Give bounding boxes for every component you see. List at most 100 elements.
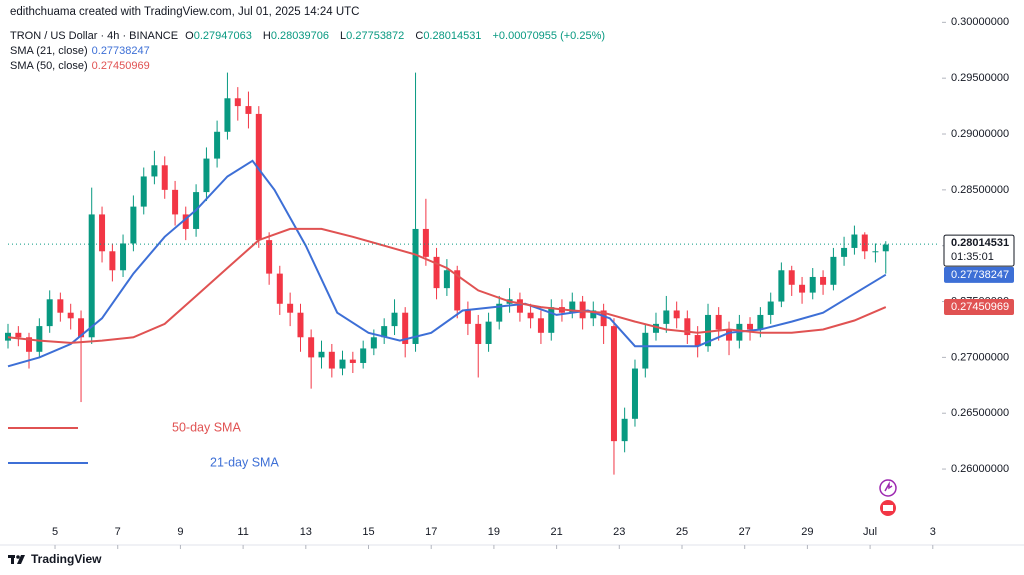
- y-tick-label: 0.27000000: [951, 351, 1009, 363]
- candle-body: [391, 312, 398, 327]
- candle-body: [287, 303, 294, 313]
- candle-body: [57, 299, 64, 313]
- candle-body: [757, 314, 764, 330]
- candle-body: [496, 303, 503, 322]
- candle-body: [464, 310, 471, 324]
- candle-body: [276, 273, 283, 304]
- x-tick-label: 13: [300, 526, 312, 538]
- ohlc-label: L: [340, 30, 347, 42]
- candle-body: [349, 359, 356, 363]
- indicator: SMA (50, close) 0.27450969: [10, 60, 154, 72]
- candle-body: [485, 321, 492, 344]
- candle-body: [99, 214, 106, 252]
- candle-body: [234, 98, 241, 107]
- candle-body: [631, 368, 638, 419]
- indicator-name: SMA (21, close): [10, 45, 88, 57]
- candle-body: [266, 240, 273, 274]
- candle-body: [140, 176, 147, 207]
- candle-body: [308, 337, 315, 358]
- candle-body: [5, 332, 11, 341]
- x-tick-label: 7: [115, 526, 121, 538]
- candle-body: [882, 244, 889, 252]
- x-tick-label: 19: [488, 526, 500, 538]
- candle-body: [663, 310, 670, 324]
- ohlc-value: 0.27753872: [346, 30, 405, 42]
- x-tick-label: 3: [930, 526, 936, 538]
- ohlc-label: O: [185, 30, 194, 42]
- icon: [883, 505, 893, 511]
- candle-body: [652, 323, 659, 333]
- indicator: SMA (21, close) 0.27738247: [10, 45, 154, 57]
- candle-body: [443, 270, 450, 289]
- x-tick-label: 15: [362, 526, 374, 538]
- candle-body: [130, 206, 137, 244]
- candle-body: [328, 351, 335, 369]
- change: +0.00070955 (+0.25%): [492, 30, 606, 42]
- candle-body: [861, 234, 868, 252]
- candle-body: [579, 301, 586, 319]
- candle-body: [422, 228, 429, 257]
- y-tick-label: 0.28500000: [951, 184, 1009, 196]
- sma-price-label: 0.27738247: [951, 269, 1009, 281]
- candle-body: [767, 301, 774, 315]
- candle-body: [621, 418, 628, 442]
- candle-body: [120, 243, 127, 271]
- candle-body: [67, 312, 74, 319]
- candle-body: [642, 332, 649, 369]
- candle-body: [516, 299, 523, 313]
- x-tick-label: 23: [613, 526, 625, 538]
- ohlc-value: 0.27947063: [193, 30, 252, 42]
- candle-body: [214, 131, 221, 159]
- ohlc-label: H: [262, 30, 271, 42]
- candle-body: [454, 270, 461, 311]
- candle-body: [370, 337, 377, 349]
- countdown-label: 01:35:01: [951, 251, 994, 263]
- indicator-value: 0.27450969: [91, 60, 150, 72]
- candle-body: [78, 318, 85, 338]
- ohlc-label: C: [415, 30, 424, 42]
- footer-text: TradingView: [31, 552, 102, 566]
- symbol: TRON / US Dollar · 4h · BINANCE: [10, 30, 179, 42]
- candle-body: [820, 276, 827, 285]
- candle-body: [297, 312, 304, 338]
- candle-body: [318, 351, 325, 358]
- candle-body: [548, 307, 555, 333]
- candle-body: [151, 165, 158, 177]
- candle-body: [610, 326, 617, 442]
- ohlc: H0.28039706: [263, 30, 333, 42]
- candle-body: [182, 214, 189, 229]
- indicator-value: 0.27738247: [91, 45, 150, 57]
- candle-body: [46, 299, 53, 327]
- footer: TradingView: [8, 552, 101, 566]
- price-box: [944, 266, 1014, 283]
- candle-body: [684, 318, 691, 336]
- icon: [879, 479, 897, 497]
- candle-body: [747, 323, 754, 330]
- candle-body: [694, 335, 701, 347]
- candle-body: [872, 251, 879, 253]
- legend-label: 50-day SMA: [172, 420, 241, 434]
- candle-body: [788, 270, 795, 285]
- logo: [8, 555, 25, 564]
- icon: [884, 481, 893, 492]
- candle-body: [245, 106, 252, 114]
- sma-line: [7, 159, 887, 368]
- candle-body: [255, 113, 262, 241]
- legend-label: 21-day SMA: [210, 455, 279, 469]
- candle-body: [527, 312, 534, 319]
- candle-body: [26, 337, 33, 352]
- price-box: [943, 234, 1015, 267]
- candle-body: [841, 247, 848, 257]
- x-tick-label: 5: [52, 526, 58, 538]
- candle-body: [172, 189, 179, 215]
- ohlc: C0.28014531: [415, 30, 485, 42]
- ohlc: O0.27947063: [185, 30, 256, 42]
- candle-body: [88, 214, 95, 338]
- symbol-row: TRON / US Dollar · 4h · BINANCE O0.27947…: [10, 30, 609, 42]
- ohlc-value: 0.28014531: [423, 30, 482, 42]
- ohlc: L0.27753872: [340, 30, 408, 42]
- candle-body: [109, 251, 116, 271]
- candle-body: [799, 284, 806, 293]
- y-tick-label: 0.30000000: [951, 16, 1009, 28]
